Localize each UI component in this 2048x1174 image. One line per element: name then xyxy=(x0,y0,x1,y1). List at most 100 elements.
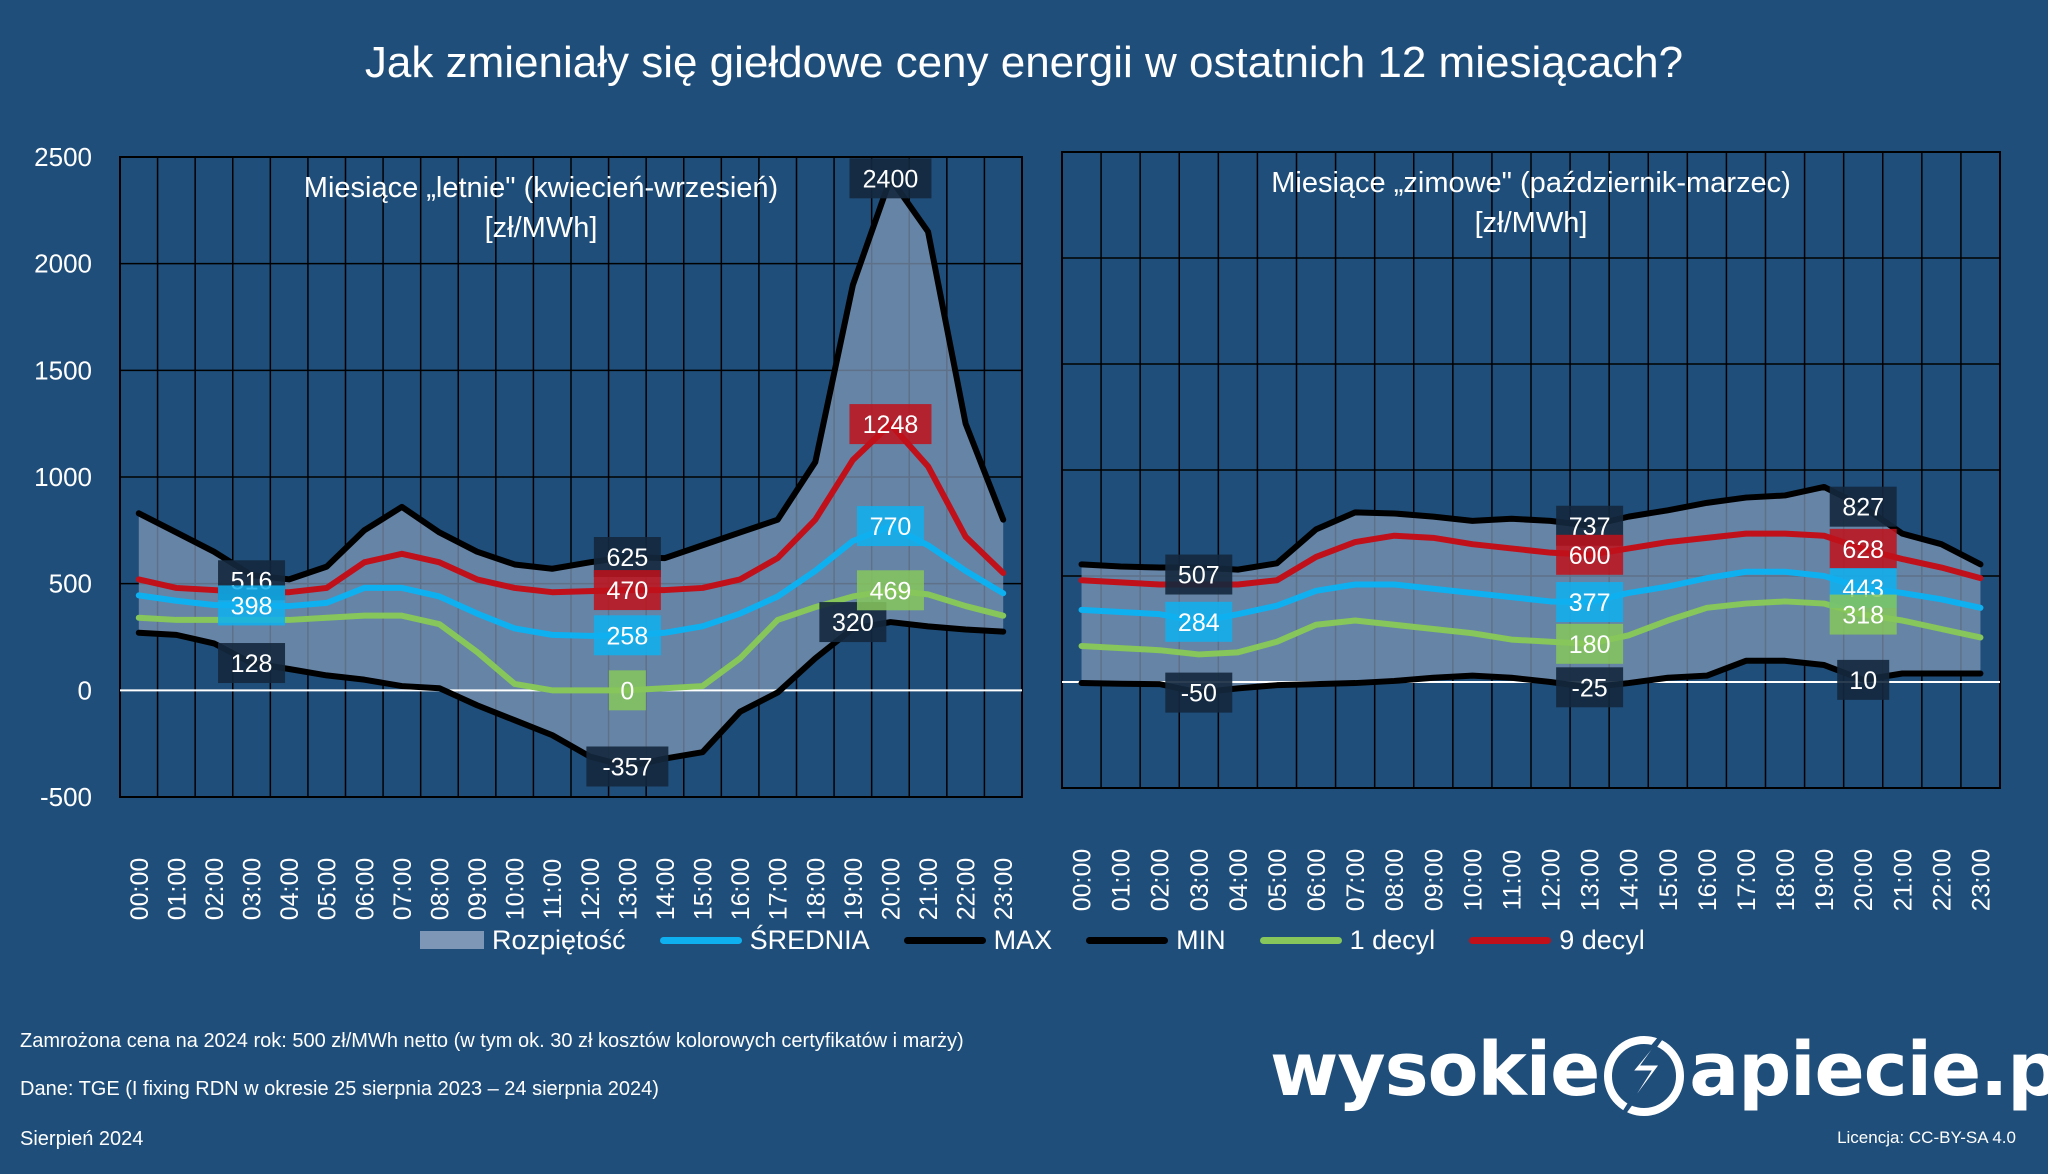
legend-swatch-srednia xyxy=(659,936,742,944)
data-label-box xyxy=(1165,554,1233,595)
x-tick-label: 02:00 xyxy=(201,858,229,921)
x-tick-label: 14:00 xyxy=(1616,849,1644,912)
legend-label-max: MAX xyxy=(993,924,1053,955)
data-label-box xyxy=(586,746,669,787)
x-tick-label: 13:00 xyxy=(614,858,642,921)
x-tick-label: 20:00 xyxy=(877,858,905,921)
data-label: 2400 xyxy=(863,165,919,193)
brand-logo: wysokie apiecie.pl xyxy=(1270,1010,2048,1130)
data-label-box xyxy=(1165,672,1233,713)
x-tick-label: 15:00 xyxy=(690,858,718,921)
x-tick-label: 00:00 xyxy=(1069,849,1097,912)
x-tick-label: 11:00 xyxy=(539,859,567,920)
legend-swatch-max xyxy=(903,936,986,944)
x-tick-label: 15:00 xyxy=(1655,849,1683,912)
legend-label-decyl1: 1 decyl xyxy=(1349,924,1436,955)
data-label: 258 xyxy=(607,622,649,650)
data-label: 600 xyxy=(1569,542,1611,570)
legend-item-rozpietosc: Rozpiętość xyxy=(420,925,626,956)
x-tick-label: 02:00 xyxy=(1147,849,1175,912)
data-label-box xyxy=(1829,528,1897,569)
footer-data-source: Dane: TGE (I fixing RDN w okresie 25 sie… xyxy=(20,1078,659,1100)
data-label-box xyxy=(1837,659,1890,700)
data-label-box xyxy=(849,404,932,445)
x-tick-label: 01:00 xyxy=(1108,849,1136,912)
x-tick-label: 12:00 xyxy=(577,858,605,921)
y-tick-label: 2500 xyxy=(34,142,92,172)
x-tick-label: 13:00 xyxy=(1577,849,1605,912)
y-tick-label: -500 xyxy=(40,782,92,812)
y-tick-label: 2000 xyxy=(34,249,92,279)
panel-title: Miesiące „letnie" (kwiecień-wrzesień) xyxy=(304,172,778,204)
x-tick-label: 23:00 xyxy=(1967,849,1995,912)
x-tick-label: 19:00 xyxy=(1811,849,1839,912)
data-label: 180 xyxy=(1569,631,1611,659)
x-tick-label: 01:00 xyxy=(163,858,191,921)
data-label-box xyxy=(593,570,661,611)
legend-swatch-decyl1 xyxy=(1259,936,1342,944)
data-label: 470 xyxy=(607,577,649,605)
y-tick-label: 1500 xyxy=(34,355,92,385)
data-label-box xyxy=(1556,667,1624,708)
license-text: Licencja: CC-BY-SA 4.0 xyxy=(1837,1128,2016,1147)
legend-swatch-rozpietosc xyxy=(420,931,484,949)
data-label-box xyxy=(1556,534,1624,575)
data-label-box xyxy=(1165,601,1233,642)
legend: Rozpiętość ŚREDNIA MAX MIN 1 decyl 9 dec… xyxy=(420,922,1679,958)
footer-date: Sierpień 2024 xyxy=(20,1128,144,1150)
data-label-box xyxy=(1556,623,1624,664)
x-tick-label: 11:00 xyxy=(1498,850,1526,911)
x-tick-label: 20:00 xyxy=(1850,849,1878,912)
data-label-box xyxy=(1829,594,1897,635)
chart-panel-1: Miesiące „letnie" (kwiecień-wrzesień) [zł… xyxy=(34,142,1023,921)
x-tick-label: 04:00 xyxy=(1225,849,1253,912)
data-label: 628 xyxy=(1842,536,1884,564)
x-tick-label: 14:00 xyxy=(652,858,680,921)
y-tick-label: 1000 xyxy=(34,462,92,492)
data-label: -357 xyxy=(602,753,652,781)
data-label-box xyxy=(218,643,286,684)
data-label-box xyxy=(608,670,646,711)
data-label-box xyxy=(849,158,932,199)
x-tick-label: 17:00 xyxy=(765,858,793,921)
x-tick-label: 07:00 xyxy=(389,858,417,921)
x-tick-label: 04:00 xyxy=(276,858,304,921)
legend-swatch-decyl9 xyxy=(1469,936,1552,944)
x-tick-label: 12:00 xyxy=(1538,849,1566,912)
x-tick-label: 08:00 xyxy=(426,858,454,921)
data-label-box xyxy=(1556,582,1624,623)
legend-item-decyl1: 1 decyl xyxy=(1259,924,1436,956)
legend-item-decyl9: 9 decyl xyxy=(1469,925,1645,956)
data-label: 625 xyxy=(607,544,649,572)
x-tick-label: 18:00 xyxy=(802,858,830,921)
x-tick-label: 06:00 xyxy=(351,858,379,921)
data-label: 0 xyxy=(620,677,634,705)
x-tick-label: 05:00 xyxy=(314,858,342,921)
x-tick-label: 21:00 xyxy=(1889,849,1917,912)
x-tick-label: 16:00 xyxy=(727,858,755,921)
x-tick-label: 09:00 xyxy=(1420,849,1448,912)
x-tick-label: 22:00 xyxy=(1928,849,1956,912)
lightning-bolt-icon xyxy=(1604,1013,1685,1127)
brand-logo-left: wysokie xyxy=(1270,1027,1600,1113)
legend-label-min: MIN xyxy=(1176,924,1226,955)
data-label: 1248 xyxy=(863,411,919,439)
y-tick-label: 500 xyxy=(49,569,92,599)
brand-logo-right: apiecie.pl xyxy=(1689,1027,2048,1113)
data-label: 770 xyxy=(870,513,912,541)
data-label: 318 xyxy=(1842,602,1884,630)
x-tick-label: 09:00 xyxy=(464,858,492,921)
panel-subtitle: [zł/MWh] xyxy=(1475,207,1588,239)
data-label: 128 xyxy=(231,650,273,678)
x-tick-label: 23:00 xyxy=(990,858,1018,921)
x-tick-label: 08:00 xyxy=(1381,849,1409,912)
legend-label-decyl9: 9 decyl xyxy=(1559,924,1645,955)
legend-item-max: MAX xyxy=(903,924,1053,956)
plot-border xyxy=(1061,151,2001,789)
data-label: -50 xyxy=(1181,680,1217,708)
footer-frozen-price: Zamrożona cena na 2024 rok: 500 zł/MWh n… xyxy=(20,1030,964,1052)
x-tick-label: 06:00 xyxy=(1303,849,1331,912)
legend-item-min: MIN xyxy=(1086,925,1226,956)
data-label: 284 xyxy=(1178,609,1220,637)
